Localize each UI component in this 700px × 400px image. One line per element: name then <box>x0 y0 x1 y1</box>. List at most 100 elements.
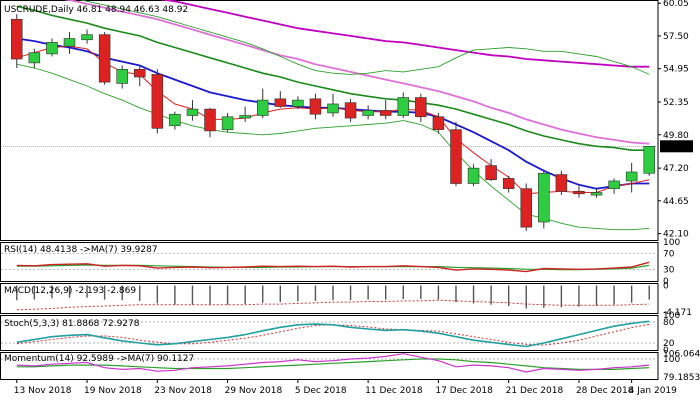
candle <box>63 32 76 54</box>
momentum-tick-label: 100 <box>663 355 680 365</box>
candle-body <box>555 174 568 192</box>
momentum-header: Momentum(14) 92.5989 ->MA(7) 90.1127 <box>4 354 194 364</box>
candle-body <box>450 129 462 184</box>
rsi-tick-label: 100 <box>663 238 680 248</box>
candle <box>292 96 304 110</box>
candle <box>520 183 532 232</box>
candle <box>573 186 585 198</box>
candle <box>309 93 322 120</box>
indicator-lines <box>16 261 650 373</box>
candle <box>204 107 216 138</box>
candle-body <box>397 97 410 116</box>
candle-body <box>292 99 304 107</box>
candle <box>327 93 339 117</box>
stoch-tick-label: 0 <box>663 346 669 356</box>
candle-body <box>28 52 41 64</box>
candle-body <box>415 97 427 118</box>
candle-body <box>221 116 234 130</box>
axis-labels: 60.05 57.50 54.95 52.35 49.80 47.20 44.65 42.10… <box>14 0 700 396</box>
macd-signal-line <box>16 299 650 311</box>
candle <box>169 111 181 130</box>
candle <box>467 164 480 187</box>
candle-body <box>256 99 269 116</box>
panel-frame-mom <box>0 352 659 380</box>
candle <box>28 48 41 69</box>
candle-body <box>239 115 251 119</box>
candle-body <box>11 18 23 60</box>
rsi-tick-label: 70 <box>663 250 675 260</box>
candle <box>362 105 374 120</box>
candle-body <box>608 180 620 189</box>
candle <box>555 170 568 196</box>
price-tick-label: 54.95 <box>663 65 689 75</box>
candle <box>643 146 655 176</box>
candle-body <box>590 192 603 196</box>
stoch-tick-label: 20 <box>663 339 675 349</box>
ma-longest-line <box>159 0 650 68</box>
candle-body <box>573 190 585 195</box>
price-tick-label: 47.20 <box>663 164 689 174</box>
stoch-k-line <box>16 320 650 348</box>
candle <box>116 65 128 89</box>
candle-body <box>520 188 532 228</box>
candle-body <box>344 102 357 119</box>
rsi-header: RSI(14) 48.4138 ->MA(7) 39.9287 <box>4 245 158 255</box>
x-tick-label: 21 Dec 2018 <box>506 386 564 396</box>
candle <box>379 100 392 120</box>
candle-body <box>485 165 497 180</box>
x-tick-label: 13 Nov 2018 <box>14 386 72 396</box>
candle-body <box>151 74 164 129</box>
candle <box>625 162 638 193</box>
candle-body <box>186 108 199 116</box>
candle-body <box>116 69 128 84</box>
candle-body <box>46 42 58 55</box>
candle <box>11 14 23 69</box>
macd-tick-label: 0 <box>663 282 669 292</box>
candle-body <box>643 146 655 174</box>
candle <box>186 100 199 121</box>
candle-body <box>467 167 480 184</box>
last-price-tag-box <box>660 140 693 153</box>
candle-body <box>274 98 287 107</box>
price-tick-label: 57.50 <box>663 32 689 42</box>
candle <box>221 112 234 133</box>
x-tick-label: 19 Nov 2018 <box>84 386 142 396</box>
candle <box>608 178 620 194</box>
momentum-line <box>16 353 650 373</box>
x-tick-label: 29 Nov 2018 <box>225 386 283 396</box>
candle <box>432 112 445 134</box>
candle <box>256 88 269 119</box>
candle <box>485 159 497 181</box>
candle-body <box>625 171 638 182</box>
candle-body <box>379 110 392 116</box>
price-tick-label: 49.80 <box>663 131 689 141</box>
last-price-tag: 48.92 <box>660 140 693 153</box>
panel-frame-main <box>0 0 659 241</box>
panel-frames <box>0 0 659 380</box>
price-tick-label: 42.10 <box>663 230 689 240</box>
momentum-ma-line <box>16 358 650 370</box>
price-tick-label: 52.35 <box>663 98 689 108</box>
rsi-tick-label: 0 <box>663 277 669 287</box>
candle <box>590 188 603 198</box>
price-tick-label: 60.05 <box>663 0 689 9</box>
candle-body <box>134 69 146 78</box>
candle-body <box>81 34 93 41</box>
panel-frame-macd <box>0 283 659 314</box>
candle-body <box>98 34 111 83</box>
rsi-line <box>16 261 650 273</box>
last-price-tag-label: 48.92 <box>663 142 689 152</box>
candle-body <box>63 38 76 47</box>
candle <box>134 65 146 86</box>
grid-lines <box>1 145 658 360</box>
stoch-header: Stoch(5,3,3) 81.8868 72.9278 <box>4 319 140 329</box>
ma-long-line <box>63 0 650 145</box>
candle <box>151 69 164 134</box>
x-tick-label: 28 Dec 2018 <box>576 386 634 396</box>
momentum-tick-label: 79.1853 <box>663 373 700 383</box>
candle-body <box>538 172 550 223</box>
main-header: USCRUDE,Daily 46.81 48.94 46.63 48.92 <box>4 5 188 15</box>
candle <box>450 121 462 187</box>
